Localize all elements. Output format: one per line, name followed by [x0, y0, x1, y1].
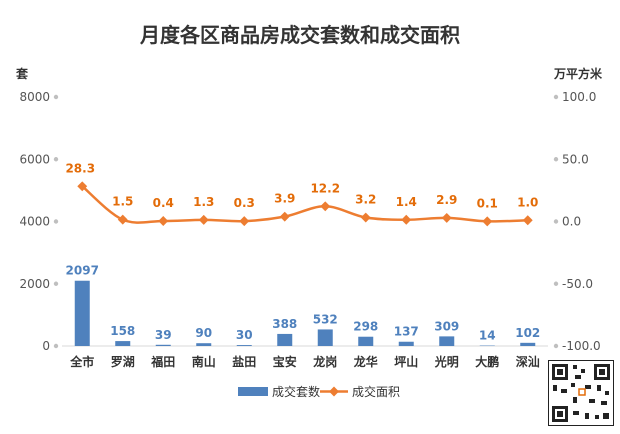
- bar-value-label: 137: [394, 325, 419, 339]
- category-label: 光明: [434, 354, 459, 369]
- line-value-label: 28.3: [65, 161, 95, 175]
- line-value-label: 0.4: [153, 196, 174, 210]
- bar: [358, 336, 374, 346]
- bar: [155, 344, 171, 346]
- line-value-label: 1.5: [112, 195, 133, 209]
- right-tick-label: -50.0: [562, 277, 593, 291]
- line-value-label: 1.4: [396, 195, 417, 209]
- line-value-label: 12.2: [310, 181, 340, 195]
- bar-value-label: 102: [515, 326, 540, 340]
- category-label: 坪山: [394, 354, 418, 369]
- line-value-label: 1.3: [193, 195, 214, 209]
- line-point: [279, 211, 290, 222]
- line-point: [77, 181, 88, 192]
- bar-value-label: 532: [313, 312, 338, 326]
- bar-value-label: 90: [195, 326, 212, 340]
- category-label: 全市: [69, 354, 94, 369]
- line-value-label: 3.9: [274, 192, 295, 206]
- line-point: [158, 216, 169, 226]
- left-tick-mark: [53, 281, 59, 286]
- line-point: [198, 214, 209, 225]
- qr-code-image: [548, 360, 614, 426]
- line-value-label: 3.2: [355, 193, 376, 207]
- right-tick-mark: [553, 343, 559, 349]
- right-tick-mark: [553, 219, 559, 224]
- bar-value-label: 309: [434, 319, 459, 333]
- legend-line-marker: [329, 386, 339, 397]
- bar-value-label: 14: [479, 329, 496, 343]
- line-point: [441, 212, 452, 223]
- right-tick-mark: [553, 157, 559, 162]
- bar-value-label: 158: [110, 324, 135, 338]
- category-label: 福田: [150, 354, 175, 369]
- line-value-label: 0.3: [234, 196, 255, 210]
- left-tick-label: 0: [42, 339, 50, 353]
- category-label: 深汕: [516, 354, 540, 369]
- right-tick-label: -100.0: [562, 339, 601, 353]
- bar: [317, 329, 333, 346]
- bar: [439, 336, 455, 346]
- category-label: 龙岗: [313, 354, 337, 369]
- bar: [277, 333, 293, 346]
- right-axis-unit: 万平方米: [553, 66, 603, 81]
- bar-value-label: 30: [236, 328, 253, 342]
- category-label: 大鹏: [475, 354, 499, 369]
- bar-value-label: 388: [272, 317, 297, 331]
- bar: [74, 280, 90, 346]
- bar: [115, 341, 131, 346]
- chart-title: 月度各区商品房成交套数和成交面积: [139, 23, 460, 47]
- line-point: [239, 216, 250, 227]
- left-tick-label: 4000: [19, 215, 50, 229]
- right-tick-mark: [553, 281, 559, 286]
- left-tick-label: 2000: [19, 277, 50, 291]
- bar: [196, 343, 212, 346]
- line-point: [522, 215, 533, 226]
- line-point: [360, 212, 371, 223]
- line-value-label: 1.0: [517, 195, 538, 209]
- right-tick-label: 0.0: [562, 215, 581, 229]
- right-tick-mark: [553, 94, 559, 100]
- legend: 成交套数 成交面积: [238, 384, 400, 399]
- category-label: 龙华: [354, 354, 378, 369]
- left-tick-mark: [53, 157, 59, 162]
- category-labels: 全市 罗湖 福田 南山 盐田 宝安 龙岗 龙华 坪山 光明 大鹏 深汕: [69, 354, 540, 369]
- line-series: 28.3 1.5 0.4 1.3 0.3 3.9 12.2 3.2 1.4 2.9 0.1 1.0: [65, 161, 538, 227]
- left-tick-label: 8000: [19, 90, 50, 104]
- line-point: [320, 201, 331, 212]
- bar: [520, 342, 536, 346]
- category-label: 罗湖: [111, 354, 135, 369]
- left-tick-mark: [53, 343, 59, 349]
- left-tick-label: 6000: [19, 152, 50, 166]
- category-label: 盐田: [232, 354, 256, 369]
- line-value-label: 2.9: [436, 193, 457, 207]
- right-tick-label: 100.0: [562, 90, 596, 104]
- left-axis-unit: 套: [15, 66, 29, 81]
- right-tick-label: 50.0: [562, 152, 589, 166]
- bar-series: 2097 158 39 90 30 388 532 298 137 309 14 102: [66, 264, 540, 346]
- series-line: [81, 185, 528, 224]
- bar-value-label: 298: [353, 320, 378, 334]
- line-point: [117, 214, 128, 225]
- line-value-label: 0.1: [477, 196, 498, 210]
- legend-bar-swatch: [238, 387, 268, 396]
- legend-bar-label: 成交套数: [272, 384, 320, 399]
- left-tick-mark: [53, 219, 59, 224]
- bar-value-label: 39: [155, 328, 172, 342]
- axes: 8000 100.0 6000 50.0 4000 0.0 2000 -50.0 0 -100.0: [19, 90, 600, 353]
- category-label: 南山: [192, 354, 216, 369]
- line-point: [482, 216, 493, 227]
- bar: [398, 341, 414, 346]
- bar-value-label: 2097: [66, 264, 99, 278]
- line-point: [401, 214, 412, 225]
- legend-line-label: 成交面积: [352, 384, 400, 399]
- bar: [236, 345, 252, 346]
- left-tick-mark: [53, 94, 59, 100]
- category-label: 宝安: [273, 354, 297, 369]
